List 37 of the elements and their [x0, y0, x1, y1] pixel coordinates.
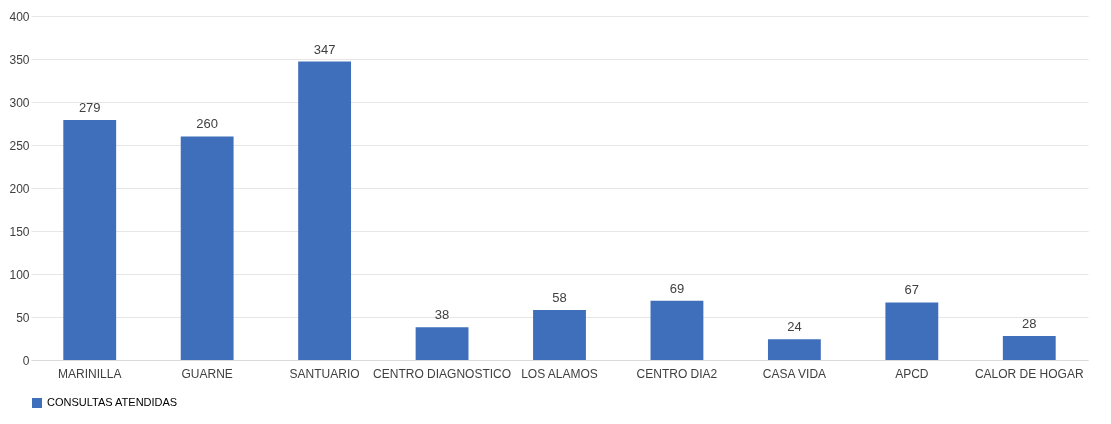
y-tick-label: 0 — [22, 353, 30, 368]
x-tick-label: CENTRO DIA2 — [636, 366, 718, 381]
x-tick-label: SANTUARIO — [289, 366, 360, 381]
bar — [180, 136, 234, 360]
y-tick-label: 200 — [9, 181, 30, 196]
bar — [767, 339, 821, 360]
data-label: 260 — [196, 116, 219, 132]
data-label: 347 — [313, 41, 336, 57]
data-label: 67 — [904, 282, 920, 298]
bar — [415, 327, 469, 360]
x-tick-label: GUARNE — [181, 366, 233, 381]
data-label: 38 — [434, 307, 450, 323]
bar — [298, 61, 352, 360]
data-label: 58 — [552, 290, 567, 306]
x-tick-label: MARINILLA — [58, 366, 122, 381]
bar — [533, 310, 586, 360]
y-tick-label: 350 — [9, 52, 30, 67]
bar — [63, 120, 117, 360]
y-tick-label: 300 — [9, 95, 30, 110]
bar — [650, 300, 704, 360]
legend-label: CONSULTAS ATENDIDAS — [47, 396, 178, 408]
x-tick-label: CENTRO DIAGNOSTICO — [373, 366, 512, 381]
y-tick-label: 250 — [9, 138, 30, 153]
x-tick-label: CASA VIDA — [762, 366, 827, 381]
y-tick-label: 100 — [9, 267, 30, 282]
bar — [885, 302, 939, 360]
bar — [1002, 335, 1056, 360]
data-label: 279 — [78, 100, 101, 116]
x-tick-label: LOS ALAMOS — [521, 366, 598, 381]
data-label: 69 — [669, 280, 685, 296]
y-tick-label: 50 — [16, 310, 30, 325]
y-tick-label: 400 — [9, 9, 30, 24]
y-tick-label: 150 — [9, 224, 30, 239]
data-label: 24 — [787, 319, 802, 335]
data-label: 28 — [1022, 315, 1037, 331]
x-tick-label: APCD — [895, 366, 929, 381]
x-tick-label: CALOR DE HOGAR — [974, 366, 1084, 381]
